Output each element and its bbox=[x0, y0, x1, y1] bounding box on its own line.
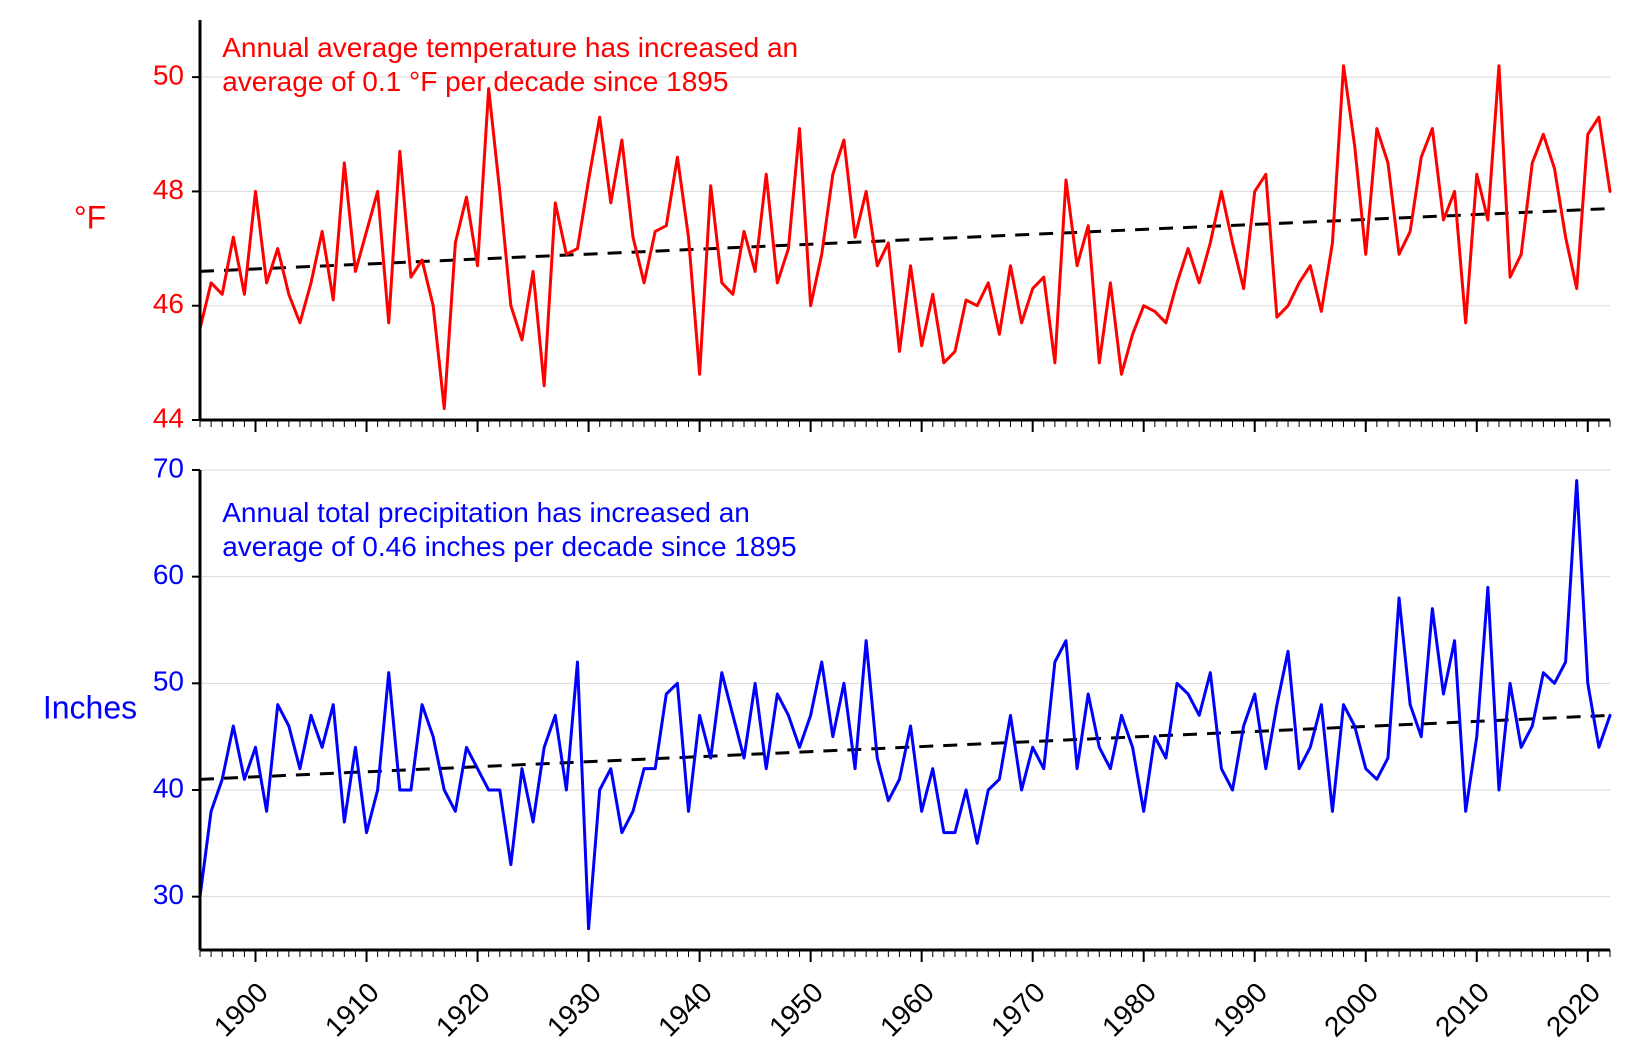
data-line bbox=[200, 66, 1610, 409]
x-tick-label: 1950 bbox=[763, 976, 829, 1042]
y-tick-label: 40 bbox=[153, 772, 184, 803]
x-tick-label: 2000 bbox=[1318, 976, 1384, 1042]
climate-chart-svg: 44 46 48 50 °F Annual average temperature has… bbox=[0, 0, 1650, 1050]
y-tick-label: 44 bbox=[153, 402, 184, 433]
y-tick-label: 46 bbox=[153, 288, 184, 319]
y-tick-label: 60 bbox=[153, 559, 184, 590]
chart-annotation: average of 0.46 inches per decade since … bbox=[222, 531, 796, 562]
x-tick-label: 1930 bbox=[541, 976, 607, 1042]
x-tick-label: 1990 bbox=[1207, 976, 1273, 1042]
x-tick-label: 1970 bbox=[985, 976, 1051, 1042]
x-tick-label: 1900 bbox=[208, 976, 274, 1042]
y-tick-label: 50 bbox=[153, 666, 184, 697]
y-axis-title: Inches bbox=[43, 689, 137, 725]
chart-annotation: Annual total precipitation has increased… bbox=[222, 497, 750, 528]
x-tick-label: 1960 bbox=[874, 976, 940, 1042]
x-tick-label: 1920 bbox=[430, 976, 496, 1042]
y-tick-label: 48 bbox=[153, 174, 184, 205]
chart-annotation: average of 0.1 °F per decade since 1895 bbox=[222, 66, 728, 97]
chart-annotation: Annual average temperature has increased… bbox=[222, 32, 798, 63]
x-tick-label: 2010 bbox=[1429, 976, 1495, 1042]
chart-container: 44 46 48 50 °F Annual average temperature has… bbox=[0, 0, 1650, 1050]
x-tick-label: 1910 bbox=[319, 976, 385, 1042]
y-axis-title: °F bbox=[74, 199, 106, 235]
x-tick-label: 1940 bbox=[652, 976, 718, 1042]
y-tick-label: 30 bbox=[153, 879, 184, 910]
x-tick-label: 1980 bbox=[1096, 976, 1162, 1042]
x-tick-label: 2020 bbox=[1540, 976, 1606, 1042]
y-tick-label: 50 bbox=[153, 60, 184, 91]
y-tick-label: 70 bbox=[153, 452, 184, 483]
